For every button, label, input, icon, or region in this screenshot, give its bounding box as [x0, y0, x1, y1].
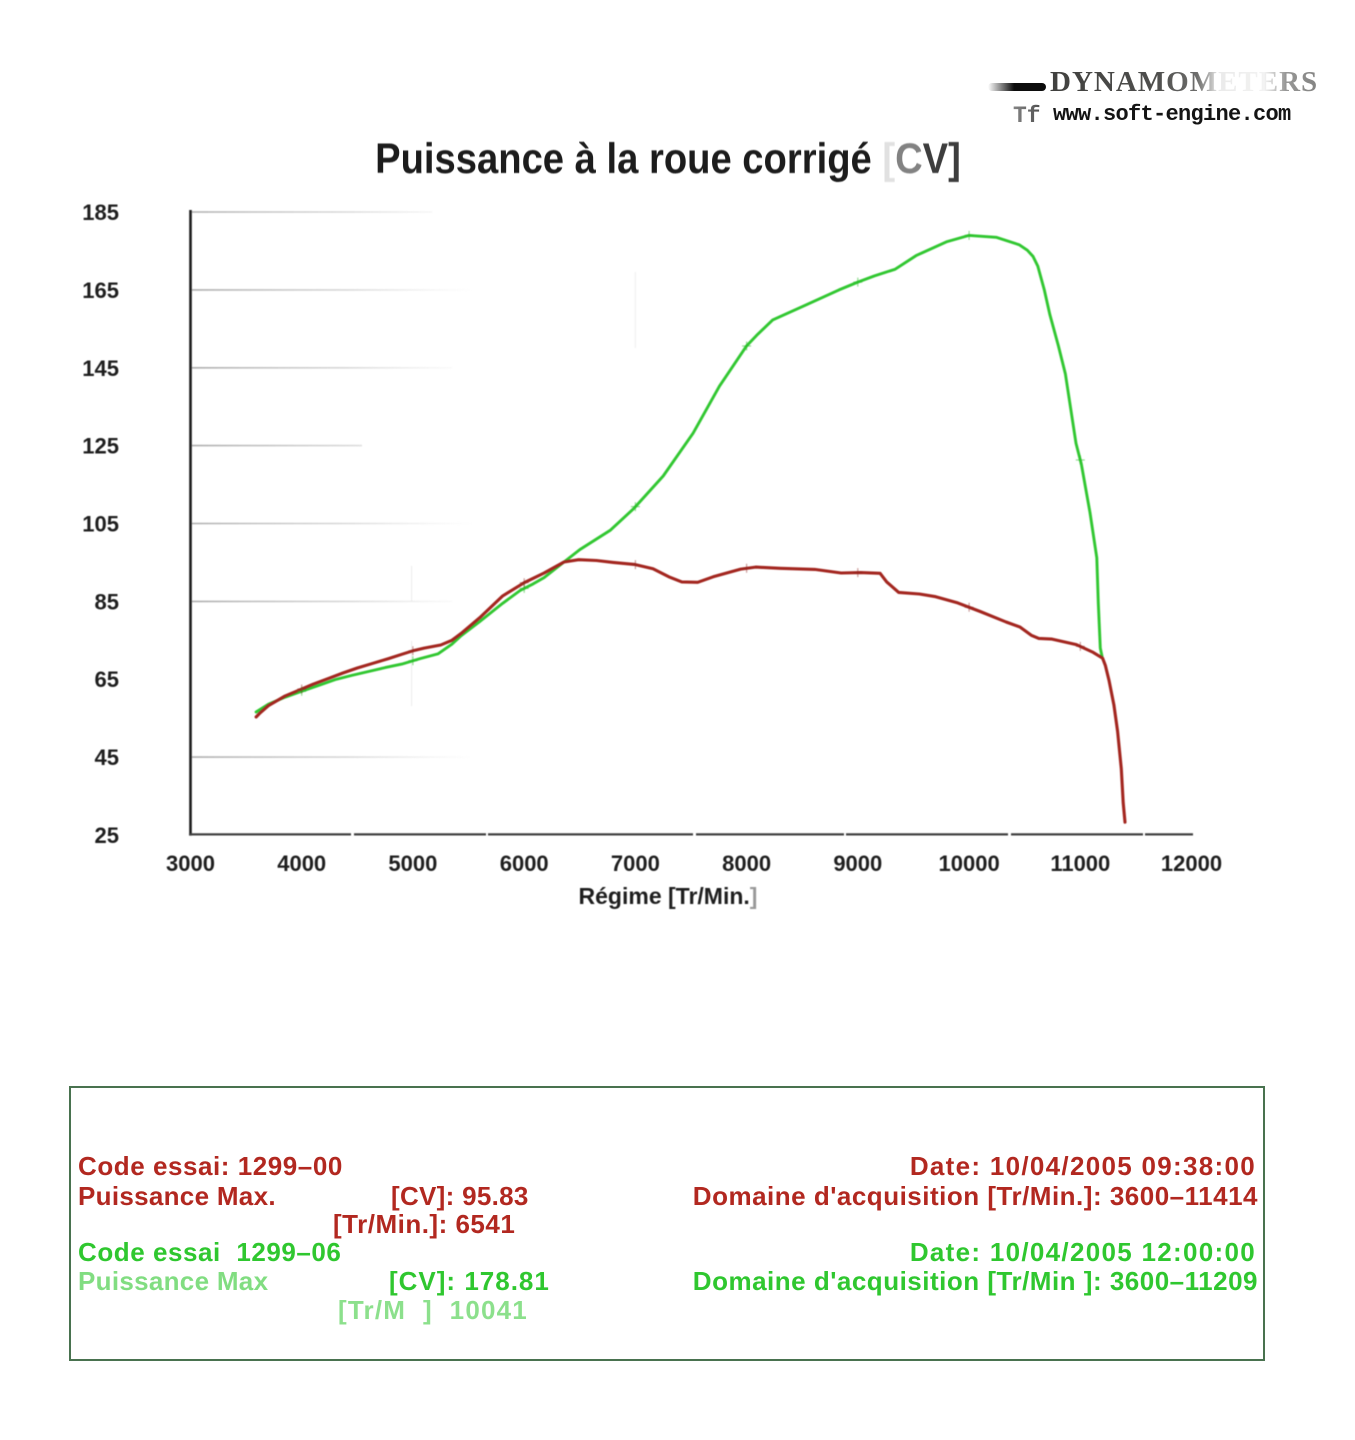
svg-text:10000: 10000: [939, 851, 1000, 876]
svg-text:3000: 3000: [166, 851, 215, 876]
svg-text:Régime [Tr/Min.]: Régime [Tr/Min.]: [579, 883, 758, 909]
svg-text:125: 125: [82, 434, 119, 459]
svg-text:185: 185: [82, 200, 119, 225]
svg-text:6000: 6000: [500, 851, 549, 876]
svg-text:11000: 11000: [1050, 851, 1110, 876]
svg-text:7000: 7000: [611, 851, 660, 876]
svg-text:9000: 9000: [833, 851, 882, 876]
svg-text:45: 45: [95, 745, 119, 770]
svg-text:4000: 4000: [277, 851, 326, 876]
svg-text:85: 85: [95, 589, 119, 614]
svg-text:145: 145: [82, 356, 119, 381]
svg-text:165: 165: [82, 278, 119, 303]
svg-text:105: 105: [82, 512, 119, 537]
svg-text:65: 65: [95, 667, 119, 692]
svg-text:8000: 8000: [722, 851, 771, 876]
svg-text:12000: 12000: [1161, 851, 1222, 876]
svg-text:25: 25: [95, 823, 119, 848]
svg-text:5000: 5000: [388, 851, 437, 876]
